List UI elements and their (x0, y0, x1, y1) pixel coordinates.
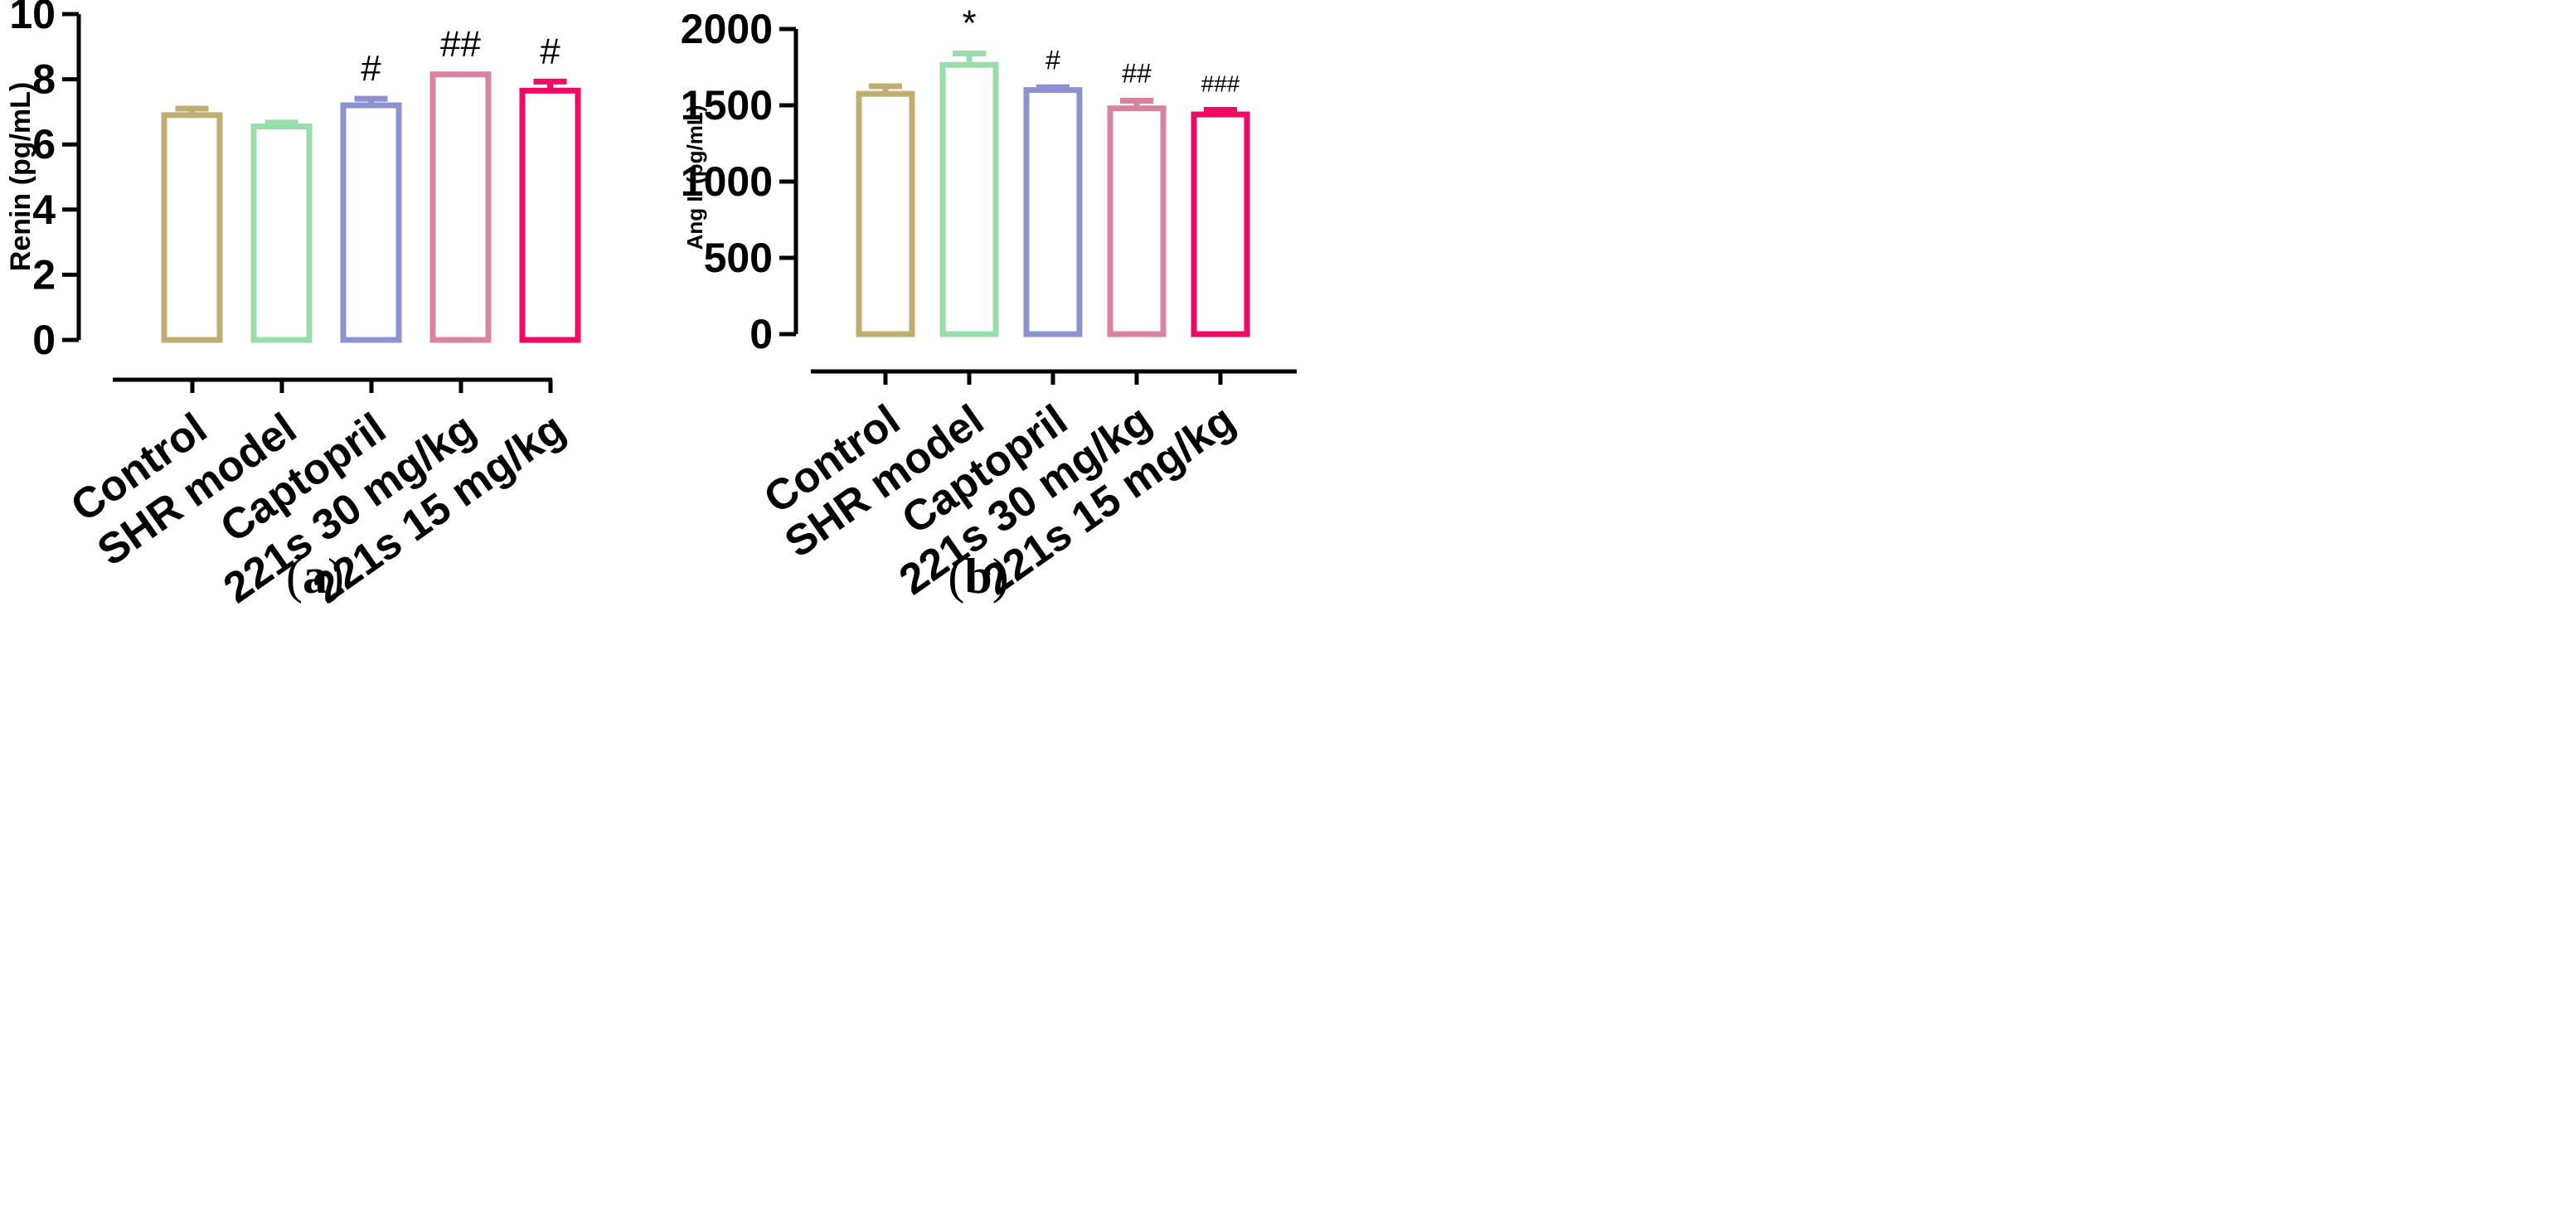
bar (939, 61, 999, 337)
significance-marker: # (361, 48, 381, 89)
y-axis-label: Renin (pg/mL) (5, 82, 36, 272)
panel-label: (b) (948, 549, 1008, 604)
significance-marker: ## (440, 24, 481, 65)
y-tick-label: 8 (32, 56, 56, 103)
bar (250, 124, 313, 343)
y-tick-label: 2 (32, 251, 56, 298)
y-tick-label: 4 (32, 187, 56, 233)
panel-label: (a) (286, 549, 344, 604)
panel-label-close: ) (327, 549, 344, 604)
y-tick-label: 0 (750, 311, 773, 357)
y-axis-label: Ang II (pg/mL) (682, 105, 707, 250)
panel-label-letter: b (964, 549, 992, 604)
bar (429, 71, 492, 343)
bar (519, 87, 581, 343)
y-tick-label: 2000 (681, 6, 773, 52)
bar (161, 112, 223, 343)
significance-marker: ## (1122, 58, 1152, 88)
bar (1191, 111, 1250, 337)
bar (1107, 105, 1167, 337)
panel-label-close: ) (992, 549, 1009, 604)
panel-label-letter: a (303, 549, 327, 604)
y-tick-label: 6 (32, 121, 56, 167)
y-tick-label: 10 (9, 0, 56, 37)
panel-label-open: ( (286, 549, 303, 604)
y-tick-label: 1000 (681, 158, 773, 205)
significance-marker: # (1045, 45, 1060, 75)
bar (340, 102, 402, 343)
significance-marker: * (962, 2, 976, 43)
bar (856, 90, 915, 337)
significance-marker: ### (1201, 71, 1240, 97)
panel-label-open: ( (948, 549, 964, 604)
bar (1023, 87, 1083, 337)
y-tick-label: 1500 (681, 82, 773, 129)
significance-marker: # (540, 31, 560, 71)
y-tick-label: 0 (32, 317, 56, 363)
y-tick-label: 500 (704, 235, 773, 281)
